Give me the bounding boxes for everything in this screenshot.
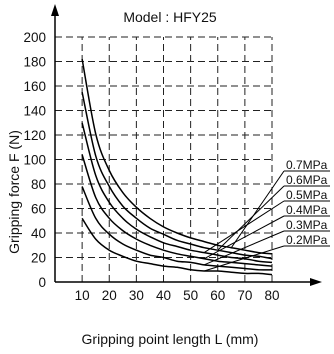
legend-label-0-3mpa: 0.3MPa xyxy=(286,218,328,232)
y-tick-label: 60 xyxy=(31,202,46,217)
legend-label-0-6mpa: 0.6MPa xyxy=(286,173,328,187)
chart-title: Model : HFY25 xyxy=(123,9,217,25)
legend-label-0-5mpa: 0.5MPa xyxy=(286,188,328,202)
legend-leader-line xyxy=(217,185,285,251)
legend-leader-line xyxy=(203,200,285,254)
y-tick-label: 200 xyxy=(23,30,46,45)
y-tick-label: 180 xyxy=(23,55,46,70)
y-tick-label: 40 xyxy=(31,226,46,241)
legend-leader-line xyxy=(204,245,285,272)
x-tick-label: 50 xyxy=(183,288,198,303)
x-axis-ticks: 10 20 30 40 50 60 70 80 xyxy=(75,288,280,303)
axes xyxy=(51,4,322,286)
y-tick-label: 100 xyxy=(23,153,46,168)
y-tick-label: 120 xyxy=(23,128,46,143)
curve-0-4mpa xyxy=(81,154,273,267)
legend-leader-line xyxy=(203,215,285,260)
curve-0-5mpa xyxy=(81,122,273,264)
curve-0-6mpa xyxy=(81,91,273,260)
x-tick-label: 80 xyxy=(264,288,279,303)
grid-lines xyxy=(55,36,273,282)
y-axis-label: Gripping force F (N) xyxy=(6,130,22,254)
curve-0-3mpa xyxy=(81,186,273,271)
y-axis-arrow xyxy=(51,4,59,16)
y-axis-ticks: 0 20 40 60 80 100 120 140 160 180 200 xyxy=(23,30,46,290)
y-tick-label: 80 xyxy=(31,177,46,192)
x-tick-label: 40 xyxy=(156,288,171,303)
y-tick-label: 160 xyxy=(23,79,46,94)
legend-leader-line xyxy=(230,170,285,248)
x-tick-label: 10 xyxy=(75,288,90,303)
y-tick-label: 0 xyxy=(38,275,46,290)
x-tick-label: 70 xyxy=(237,288,252,303)
x-axis-arrow xyxy=(310,278,322,286)
y-tick-label: 140 xyxy=(23,104,46,119)
y-tick-label: 20 xyxy=(31,251,46,266)
legend-label-0-2mpa: 0.2MPa xyxy=(286,233,328,247)
legend-label-0-4mpa: 0.4MPa xyxy=(286,203,328,217)
x-tick-label: 20 xyxy=(102,288,117,303)
x-tick-label: 60 xyxy=(210,288,225,303)
curve-0-2mpa xyxy=(81,217,273,276)
legend-label-0-7mpa: 0.7MPa xyxy=(286,158,328,172)
series-curves xyxy=(81,58,273,276)
x-axis-label: Gripping point length L (mm) xyxy=(82,331,259,347)
legend-leader-line xyxy=(203,230,285,266)
x-tick-label: 30 xyxy=(129,288,144,303)
